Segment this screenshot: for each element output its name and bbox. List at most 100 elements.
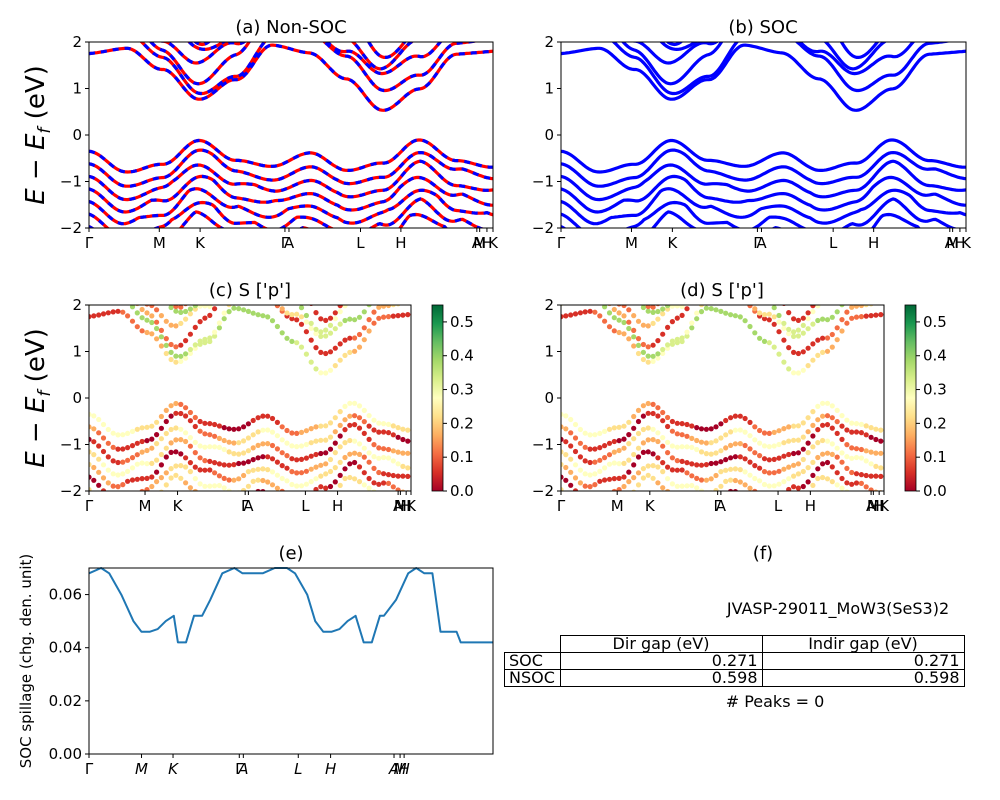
band-point <box>805 450 811 456</box>
band-line <box>561 148 966 188</box>
band-point <box>381 421 387 427</box>
band-point <box>626 288 631 293</box>
band-point <box>265 427 271 433</box>
band-point <box>313 331 319 337</box>
band-point <box>621 445 627 451</box>
band-point <box>675 274 680 279</box>
band-point <box>129 443 136 449</box>
band-point <box>597 299 602 304</box>
band-point <box>616 475 622 481</box>
band-point <box>298 305 305 311</box>
band-point <box>173 344 179 350</box>
band-point <box>327 468 334 475</box>
band-point <box>100 448 107 455</box>
band-point <box>611 476 617 482</box>
band-point <box>400 288 405 293</box>
band-point <box>795 471 802 477</box>
band-point <box>820 437 826 444</box>
band-point <box>563 259 568 264</box>
band-point <box>815 403 821 409</box>
band-point <box>395 313 401 319</box>
band-point <box>679 305 685 310</box>
panel-b-yticks: 210−1−2 <box>532 33 561 237</box>
band-point <box>178 451 184 457</box>
band-point <box>279 437 285 443</box>
band-point <box>255 415 261 421</box>
band-point <box>163 470 169 476</box>
band-point <box>578 281 583 286</box>
band-point <box>130 285 135 290</box>
band-point <box>810 482 816 488</box>
band-point <box>183 405 189 411</box>
band-point <box>854 496 859 501</box>
band-point <box>611 488 617 491</box>
band-point <box>689 473 695 479</box>
band-point <box>395 449 401 455</box>
band-point <box>303 351 309 357</box>
band-point <box>192 439 198 445</box>
band-point <box>854 291 859 296</box>
band-point <box>742 469 748 475</box>
band-point <box>173 449 179 455</box>
band-point <box>284 440 290 446</box>
band-point <box>216 473 222 479</box>
band-point <box>251 260 256 265</box>
band-point <box>635 454 642 460</box>
band-point <box>561 449 564 455</box>
band-point <box>859 291 864 296</box>
band-point <box>352 348 358 354</box>
gap-table-cell-indir: 0.598 <box>761 669 965 687</box>
band-point <box>718 421 724 427</box>
band-point <box>256 269 261 274</box>
band-point <box>578 255 583 260</box>
band-point <box>400 263 405 268</box>
xtick-label: K <box>488 234 499 252</box>
band-point <box>125 299 130 304</box>
band-point <box>728 466 734 472</box>
band-point <box>197 428 203 434</box>
band-point <box>800 483 806 490</box>
band-point <box>650 320 656 326</box>
band-point <box>689 499 694 504</box>
band-point <box>800 330 806 336</box>
band-point <box>270 271 275 276</box>
band-point <box>178 305 184 310</box>
band-point <box>645 410 651 416</box>
band-point <box>197 481 203 487</box>
band-point <box>115 268 120 273</box>
band-point <box>839 475 845 482</box>
band-point <box>168 322 174 328</box>
band-point <box>163 418 169 425</box>
band-point <box>347 422 353 428</box>
band-point <box>158 475 164 481</box>
band-point <box>635 407 642 413</box>
band-point <box>674 458 680 464</box>
band-point <box>795 370 802 376</box>
band-point <box>376 494 381 499</box>
band-point <box>815 475 821 482</box>
band-point <box>592 262 597 267</box>
band-point <box>626 325 632 332</box>
band-point <box>173 305 179 310</box>
band-point <box>101 242 106 247</box>
band-point <box>241 472 247 479</box>
band-point <box>245 435 251 441</box>
band-point <box>665 464 671 470</box>
band-point <box>390 458 396 464</box>
band-point <box>376 305 382 310</box>
band-point <box>747 472 753 478</box>
band-point <box>376 315 382 321</box>
band-point <box>168 466 174 472</box>
band-point <box>776 428 782 434</box>
band-point <box>873 473 879 479</box>
band-point <box>304 279 309 284</box>
band-point <box>675 298 680 303</box>
band-point <box>309 285 314 290</box>
band-point <box>583 495 588 500</box>
band-point <box>202 336 208 342</box>
band-point <box>791 473 797 479</box>
band-point <box>674 431 680 437</box>
ytick-label: −1 <box>532 436 554 454</box>
band-point <box>820 335 826 341</box>
